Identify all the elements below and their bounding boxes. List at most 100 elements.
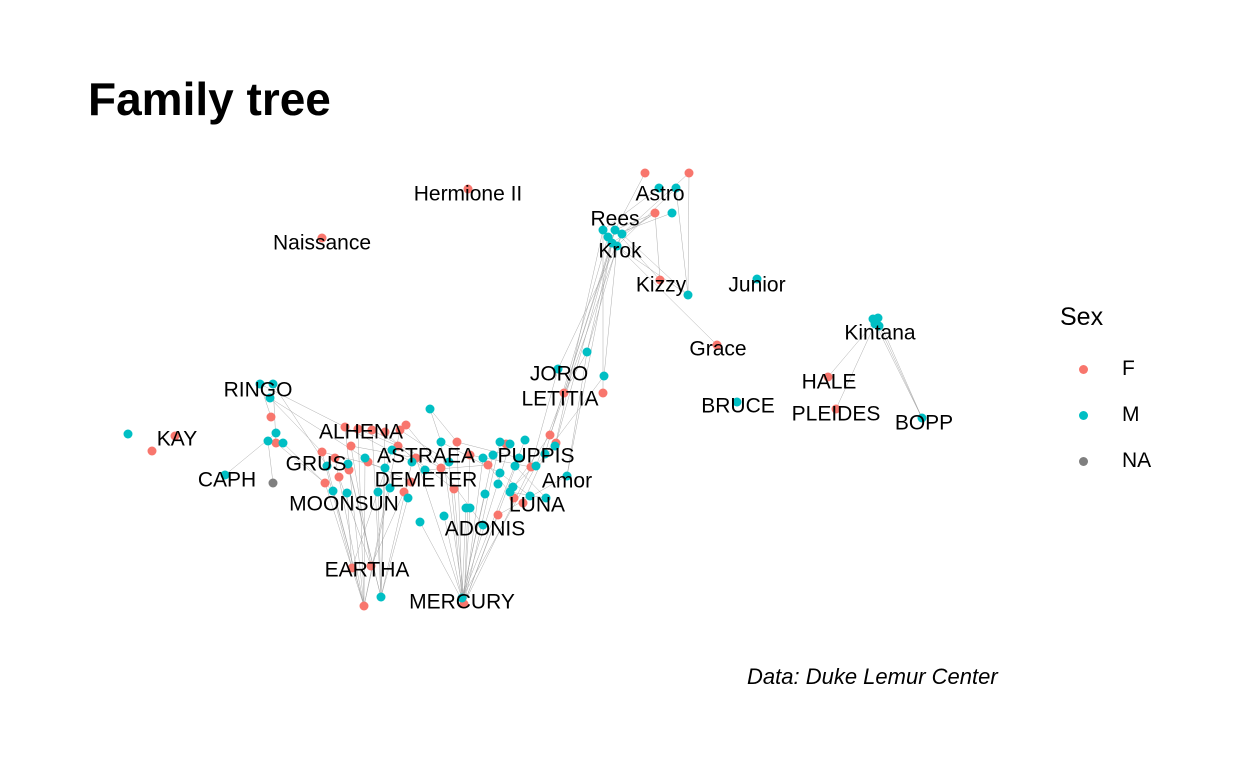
node-point-f <box>831 404 841 414</box>
node-label: KAY <box>157 428 197 451</box>
legend-item-m: M <box>1070 401 1190 431</box>
edge <box>602 187 660 231</box>
node-point-m <box>683 290 693 300</box>
node-point-m <box>444 457 454 467</box>
node-point-m <box>598 225 608 235</box>
node-point-na <box>268 478 278 488</box>
legend-dot-f <box>1079 365 1088 374</box>
edge <box>346 492 353 569</box>
edge <box>835 323 876 410</box>
node-point-m <box>562 471 572 481</box>
edge <box>371 429 442 469</box>
node-label: Amor <box>542 470 592 493</box>
node-point-m <box>752 274 762 284</box>
node-label: PUPPIS <box>497 445 574 468</box>
node-point-f <box>559 388 569 398</box>
edge <box>380 467 386 598</box>
node-point-f <box>598 388 608 398</box>
node-point-f <box>320 478 330 488</box>
edge <box>566 351 588 477</box>
edge <box>370 491 405 567</box>
node-label: JORO <box>530 363 588 386</box>
node-point-m <box>328 486 338 496</box>
edge <box>557 233 623 370</box>
edge <box>616 187 677 247</box>
node-point-m <box>525 491 535 501</box>
edge <box>463 514 499 605</box>
node-point-m <box>342 488 352 498</box>
edge <box>415 457 463 599</box>
node-point-m <box>385 483 395 493</box>
node-point-m <box>425 404 435 414</box>
node-point-m <box>376 592 386 602</box>
node-point-m <box>582 347 592 357</box>
legend-label-na: NA <box>1122 449 1152 472</box>
node-point-f <box>271 438 281 448</box>
edge <box>616 245 718 346</box>
edge <box>566 242 613 477</box>
edge <box>269 397 323 453</box>
edge <box>371 429 382 598</box>
edge <box>877 317 923 419</box>
node-label: BOPP <box>895 412 953 435</box>
node-label: Grace <box>689 338 746 361</box>
node-point-m <box>541 493 551 503</box>
node-point-f <box>359 601 369 611</box>
node-point-m <box>478 453 488 463</box>
node-point-m <box>540 449 550 459</box>
node-label: Astro <box>635 183 684 206</box>
node-point-m <box>599 371 609 381</box>
edge <box>687 172 690 296</box>
node-point-f <box>436 463 446 473</box>
node-point-m <box>667 208 677 218</box>
node-label: ALHENA <box>319 421 403 444</box>
node-label: PLEIDES <box>792 403 881 426</box>
edge <box>384 431 426 471</box>
node-point-m <box>263 436 273 446</box>
node-point-m <box>531 461 541 471</box>
edge <box>463 507 471 605</box>
node-point-m <box>343 459 353 469</box>
node-point-m <box>617 229 627 239</box>
node-point-m <box>612 241 622 251</box>
node-point-f <box>147 446 157 456</box>
node-point-m <box>322 461 332 471</box>
node-point-m <box>360 453 370 463</box>
legend-label-m: M <box>1122 403 1140 426</box>
node-label: Junior <box>728 274 785 297</box>
node-point-m <box>420 465 430 475</box>
node-point-m <box>514 453 524 463</box>
node-point-f <box>367 425 377 435</box>
node-label: HALE <box>802 371 857 394</box>
node-point-m <box>510 461 520 471</box>
node-point-f <box>465 450 475 460</box>
node-point-f <box>518 498 528 508</box>
node-point-f <box>452 437 462 447</box>
node-point-m <box>271 428 281 438</box>
edge <box>429 408 458 443</box>
node-point-m <box>505 439 515 449</box>
edge <box>463 454 471 605</box>
chart-caption: Data: Duke Lemur Center <box>747 664 998 689</box>
node-label: MOONSUN <box>289 493 399 516</box>
legend-dot-m <box>1079 411 1088 420</box>
edge <box>443 515 463 599</box>
node-point-m <box>495 437 505 447</box>
edge <box>555 229 616 444</box>
edge <box>544 236 609 455</box>
edge <box>675 187 689 296</box>
node-point-m <box>465 503 475 513</box>
edge <box>530 368 559 468</box>
edge <box>429 408 442 443</box>
edge <box>872 318 923 419</box>
node-label: ADONIS <box>445 518 526 541</box>
edge <box>405 424 442 469</box>
node-point-f <box>640 168 650 178</box>
edge <box>350 445 372 567</box>
node-point-m <box>123 429 133 439</box>
node-point-m <box>603 232 613 242</box>
node-point-m <box>505 487 515 497</box>
node-point-f <box>449 484 459 494</box>
node-point-f <box>406 477 416 487</box>
